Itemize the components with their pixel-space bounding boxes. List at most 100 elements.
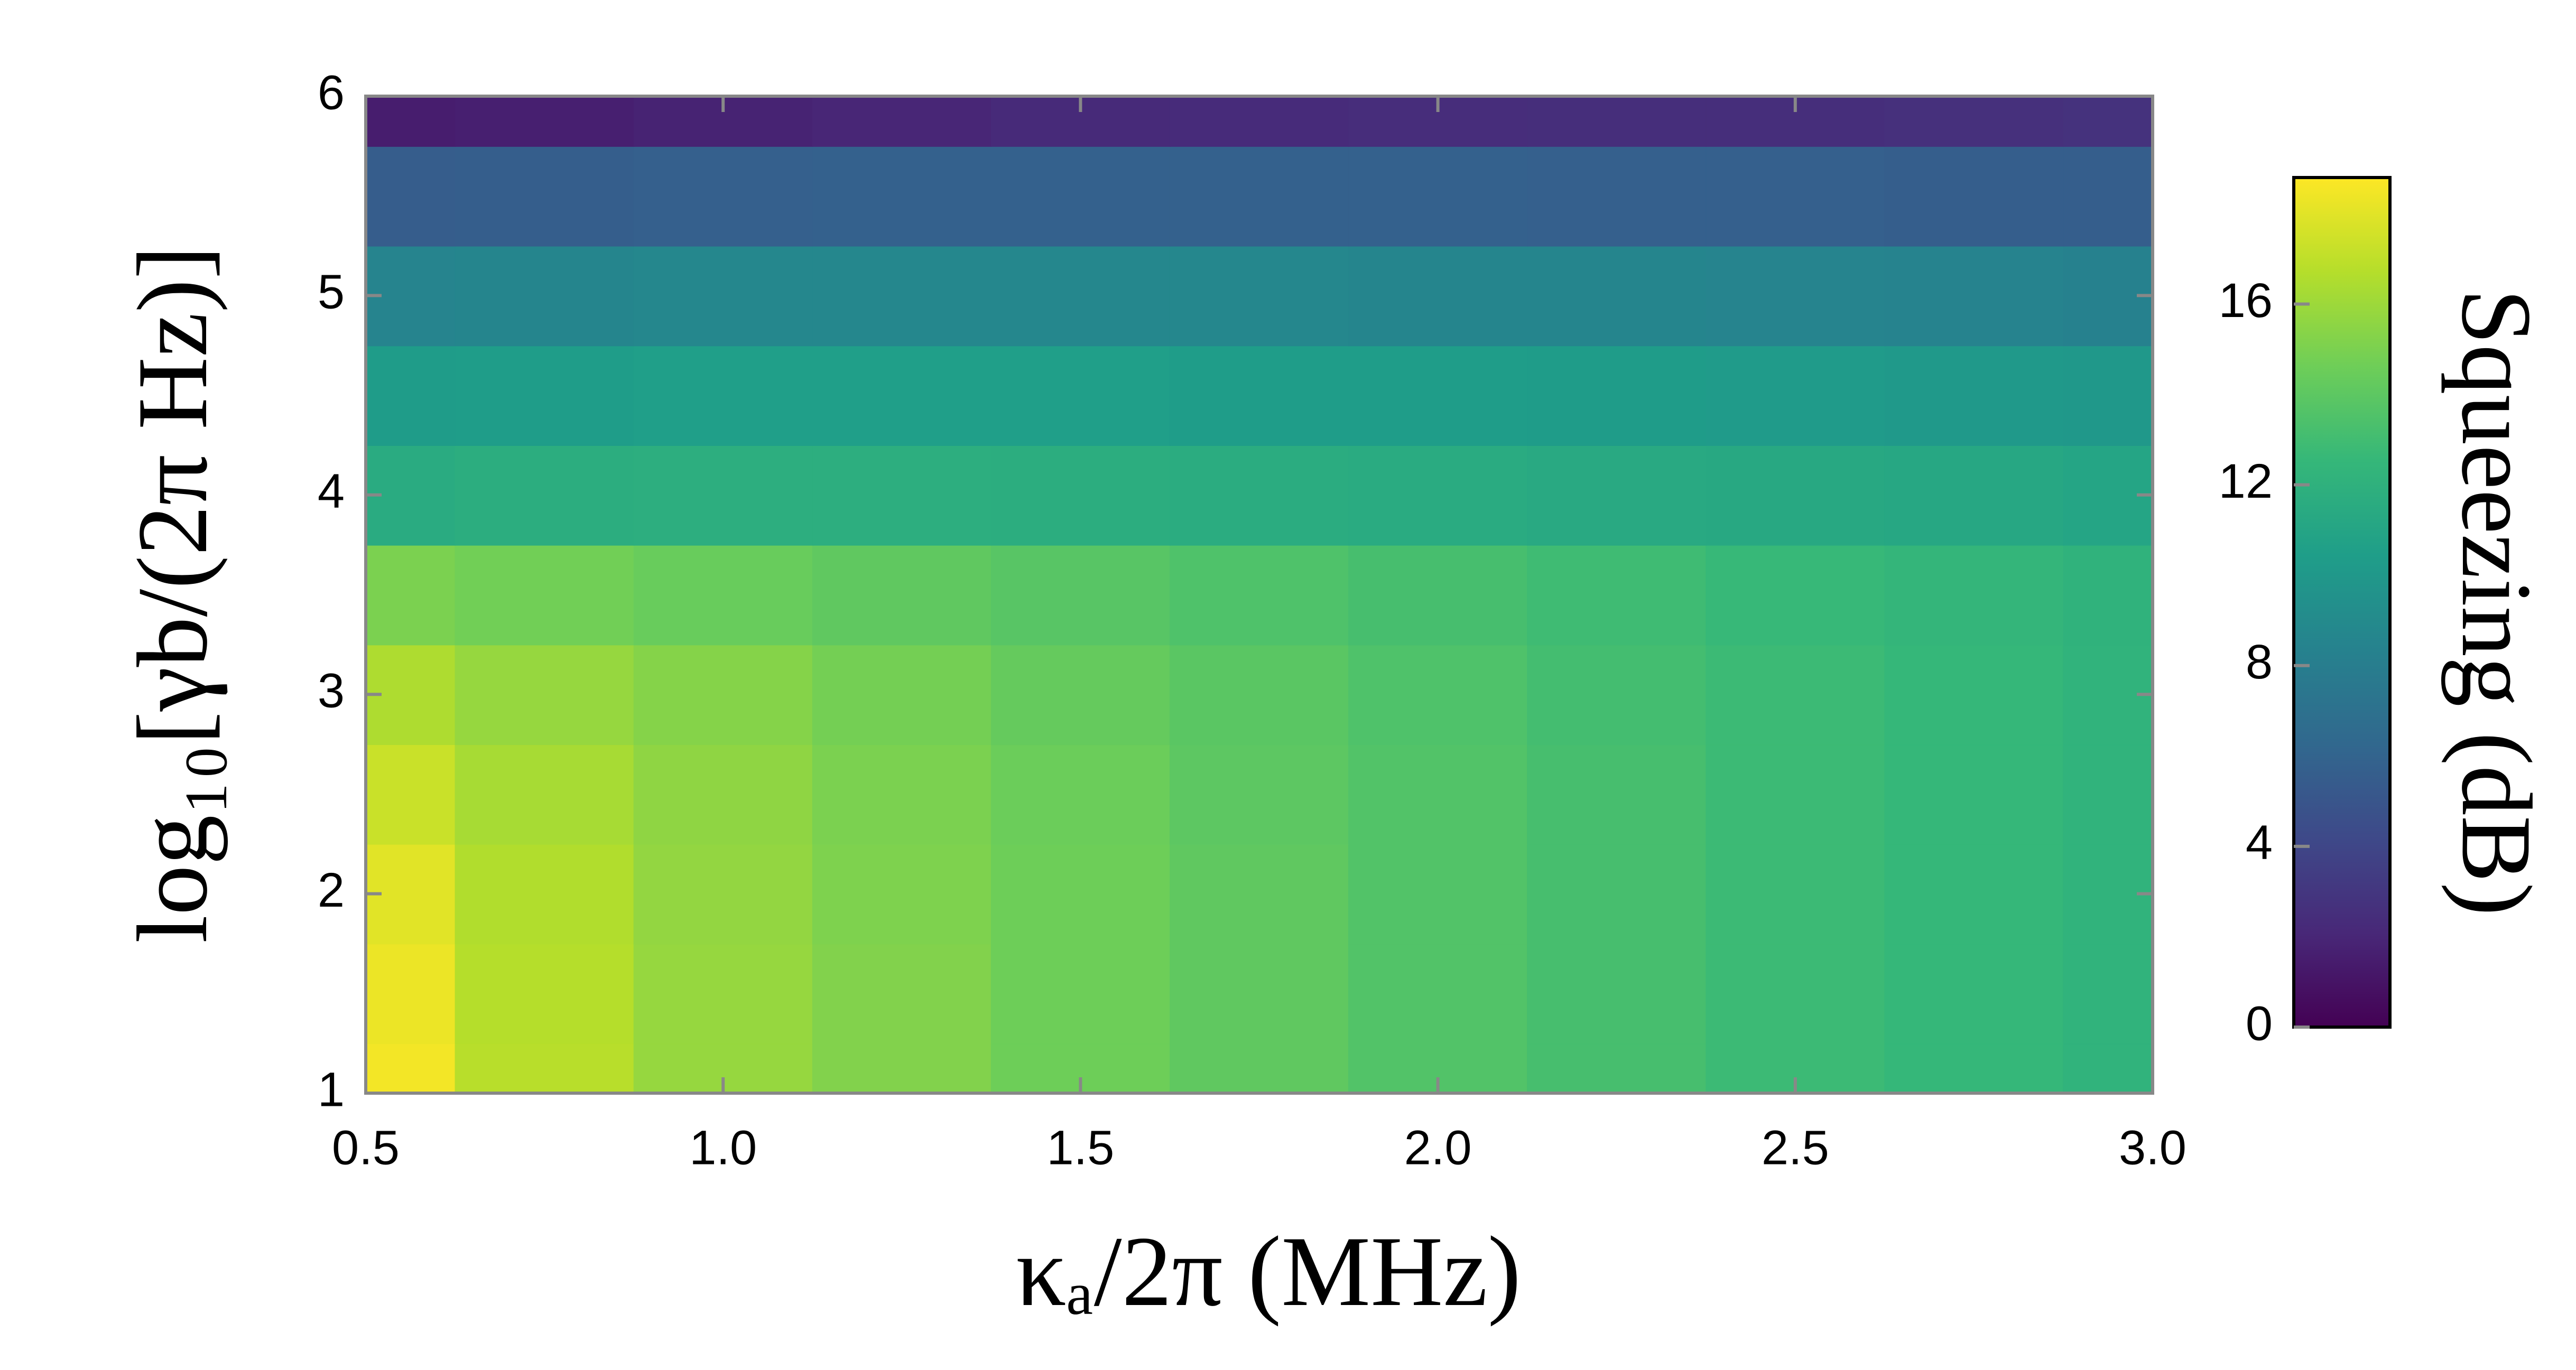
heatmap-cell: [812, 245, 992, 347]
heatmap-cell: [1169, 345, 1350, 446]
heatmap-cell: [990, 744, 1171, 845]
colorbar-tick-label: 12: [2219, 454, 2273, 508]
y-tick-label: 1: [318, 1063, 345, 1116]
heatmap-cell: [1527, 943, 1707, 1045]
x-tick-label: 2.5: [1762, 1121, 1829, 1175]
x-tick-label: 1.5: [1046, 1121, 1114, 1175]
heatmap-cell: [455, 544, 635, 646]
heatmap-cell: [1884, 644, 2064, 745]
heatmap-cell: [1706, 96, 1886, 147]
heatmap-cell: [1169, 96, 1350, 147]
y-tick-label: 4: [318, 464, 345, 518]
heatmap-cell: [633, 145, 813, 247]
heatmap-cell: [1706, 245, 1886, 347]
heatmap-cell: [1169, 145, 1350, 247]
heatmap-cell: [990, 544, 1171, 646]
heatmap-cell: [455, 1043, 635, 1093]
heatmap-cell: [812, 843, 992, 945]
heatmap-cell: [455, 145, 635, 247]
heatmap-cell: [1527, 544, 1707, 646]
heatmap-cell: [1884, 943, 2064, 1045]
heatmap-cell: [1884, 843, 2064, 945]
heatmap-cell: [812, 345, 992, 446]
heatmap-cell: [1706, 644, 1886, 745]
colorbar-tick-label: 0: [2246, 996, 2273, 1050]
plot-frame: [364, 95, 2154, 1095]
heatmap-cell: [633, 943, 813, 1045]
heatmap-cell: [1348, 943, 1528, 1045]
heatmap-cell: [633, 544, 813, 646]
colorbar: [2292, 176, 2392, 1029]
heatmap-cell: [1527, 1043, 1707, 1093]
heatmap-cell: [812, 444, 992, 546]
heatmap-cell: [990, 444, 1171, 546]
heatmap-cell: [1706, 145, 1886, 247]
heatmap-cell: [366, 744, 456, 845]
heatmap-cell: [1348, 345, 1528, 446]
heatmap-cell: [1169, 744, 1350, 845]
heatmap-cell: [1527, 145, 1707, 247]
heatmap-cell: [1706, 544, 1886, 646]
heatmap-cell: [633, 644, 813, 745]
heatmap-cell: [2063, 145, 2153, 247]
heatmap-cell: [1706, 943, 1886, 1045]
heatmap-cell: [2063, 1043, 2153, 1093]
colorbar-tick-label: 4: [2246, 816, 2273, 870]
heatmap-cell: [1527, 843, 1707, 945]
heatmap-cell: [1169, 943, 1350, 1045]
heatmap-cell: [1884, 444, 2064, 546]
y-tick-label: 2: [318, 863, 345, 917]
heatmap-cell: [1169, 544, 1350, 646]
heatmap-cell: [990, 843, 1171, 945]
heatmap-cell: [366, 544, 456, 646]
heatmap-cell: [812, 544, 992, 646]
heatmap-cell: [1169, 843, 1350, 945]
x-tick-label: 0.5: [332, 1121, 400, 1175]
heatmap-cell: [633, 843, 813, 945]
y-tick-label: 5: [318, 265, 345, 319]
heatmap-cell: [812, 1043, 992, 1093]
heatmap-cell: [2063, 943, 2153, 1045]
heatmap-cell: [990, 245, 1171, 347]
heatmap-cell: [455, 644, 635, 745]
heatmap-cell: [2063, 544, 2153, 646]
heatmap-cell: [812, 96, 992, 147]
heatmap-cell: [455, 345, 635, 446]
heatmap-cell: [1527, 444, 1707, 546]
heatmap-cell: [455, 444, 635, 546]
heatmap-cell: [1706, 444, 1886, 546]
heatmap-cell: [1706, 744, 1886, 845]
heatmap-cell: [633, 345, 813, 446]
heatmap-cell: [1527, 96, 1707, 147]
heatmap-cell: [1348, 145, 1528, 247]
colorbar-label: Squeezing (dB): [2441, 288, 2552, 916]
x-tick-label: 1.0: [689, 1121, 757, 1175]
y-axis-label: log₁₀[γb/(2π Hz)]: [117, 246, 228, 943]
x-tick-label: 3.0: [2119, 1121, 2186, 1175]
heatmap-cell: [812, 145, 992, 247]
heatmap-cell: [2063, 345, 2153, 446]
heatmap-cell: [1884, 1043, 2064, 1093]
heatmap-cell: [455, 245, 635, 347]
heatmap-cell: [1884, 96, 2064, 147]
heatmap-cell: [366, 96, 456, 147]
heatmap-cell: [990, 943, 1171, 1045]
heatmap-cell: [1884, 245, 2064, 347]
heatmap-cell: [1884, 145, 2064, 247]
heatmap-cell: [1706, 843, 1886, 945]
heatmap-cell: [1884, 544, 2064, 646]
heatmap-cell: [633, 744, 813, 845]
heatmap-cell: [1527, 345, 1707, 446]
heatmap-cell: [812, 644, 992, 745]
heatmap-cell: [455, 843, 635, 945]
heatmap-cell: [1348, 843, 1528, 945]
heatmap-cell: [1884, 744, 2064, 845]
heatmap-cell: [1169, 245, 1350, 347]
heatmap-cell: [366, 943, 456, 1045]
heatmap-cell: [1884, 345, 2064, 446]
heatmap-cell: [1527, 644, 1707, 745]
heatmap-cell: [1348, 444, 1528, 546]
heatmap-cell: [455, 744, 635, 845]
heatmap-cell: [1169, 644, 1350, 745]
